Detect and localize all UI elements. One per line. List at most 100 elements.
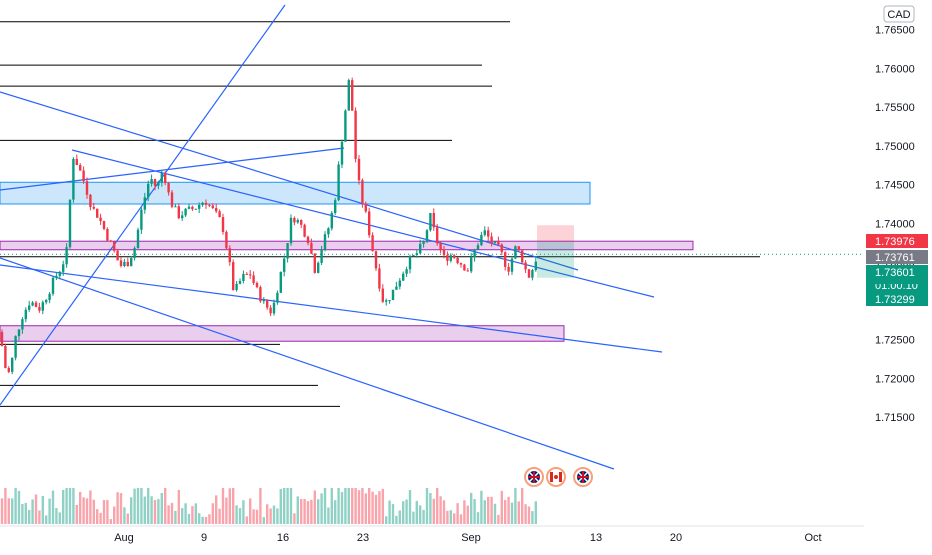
price-tick-label: 1.75500 — [875, 102, 915, 114]
volume-bar — [442, 500, 446, 524]
candle-body — [160, 172, 163, 183]
candle-body — [306, 236, 310, 244]
candle-body — [79, 165, 82, 171]
volume-bar — [31, 499, 34, 524]
volume-bar — [514, 488, 517, 524]
candle-body — [442, 249, 446, 256]
candle-body — [487, 230, 490, 237]
volume-bar — [92, 499, 95, 524]
uk-flag-icon[interactable] — [524, 467, 544, 487]
volume-bar — [473, 499, 476, 524]
candle-body — [317, 262, 320, 273]
candle-body — [259, 287, 262, 302]
candle-body — [133, 248, 136, 258]
candle-body — [136, 229, 140, 249]
volume-bar — [211, 503, 214, 524]
candle-body — [249, 274, 252, 276]
candle-body — [357, 158, 361, 181]
candle-body — [340, 141, 344, 165]
uk-flag-icon[interactable] — [573, 467, 593, 487]
candle-body — [157, 182, 160, 186]
volume-bar — [391, 504, 395, 524]
volume-bar — [170, 502, 174, 524]
volume-bar — [507, 496, 510, 524]
volume-bar — [34, 494, 38, 524]
candle-body — [153, 179, 157, 186]
badge-joiner — [866, 278, 928, 284]
candle-body — [4, 345, 7, 368]
volume-bar — [68, 488, 72, 524]
candle-body — [371, 235, 374, 252]
candle-body — [500, 244, 503, 253]
candle-body — [398, 280, 401, 287]
volume-bar — [408, 490, 412, 524]
candle-body — [75, 158, 78, 166]
canada-flag-icon[interactable] — [546, 467, 566, 487]
event-icons — [524, 467, 593, 487]
candle-body — [191, 206, 194, 210]
volume-bar — [153, 500, 157, 524]
volume-bar — [198, 513, 201, 524]
price-axis[interactable]: 1.76500 1.76000 1.75500 1.75000 1.74500 1.740… — [875, 5, 915, 424]
candle-body — [109, 240, 112, 242]
volume-bar — [317, 499, 320, 524]
candle-body — [439, 243, 442, 250]
time-tick-label: 13 — [590, 532, 602, 544]
currency-box[interactable] — [883, 5, 915, 23]
volume-bar — [385, 516, 388, 524]
candle-body — [466, 270, 469, 272]
candle-body — [408, 256, 412, 270]
candle-body — [289, 217, 293, 244]
volume-bar — [521, 488, 524, 524]
volume-bar — [436, 488, 439, 524]
stop-zone — [537, 241, 574, 278]
volume-bar — [432, 498, 435, 524]
volume-bar — [388, 500, 391, 524]
candle-body — [524, 262, 527, 270]
volume-bar — [126, 513, 129, 524]
time-axis[interactable]: Aug 9 16 23 Sep 13 20 Oct — [0, 525, 864, 544]
candle-body — [7, 367, 10, 372]
candle-body — [296, 220, 299, 223]
volume-bar — [483, 500, 486, 524]
candle-body — [198, 205, 201, 209]
candle-body — [48, 293, 51, 301]
volume-bar — [334, 500, 337, 524]
candle-body — [140, 209, 143, 230]
candle-body — [337, 164, 340, 201]
candle-body — [89, 194, 92, 207]
volume-bar — [466, 505, 469, 524]
candle-body — [170, 192, 174, 207]
candle-body — [313, 253, 316, 273]
candle-body — [106, 228, 109, 241]
time-tick-label: 20 — [670, 532, 682, 544]
candle-body — [181, 215, 184, 219]
volume-bar — [245, 516, 248, 524]
volume-bar — [425, 488, 429, 524]
trend-line — [0, 264, 663, 353]
candle-body — [497, 241, 500, 245]
candle-body — [123, 261, 126, 266]
volume-bar — [286, 488, 289, 524]
volume-bar — [310, 499, 313, 524]
candle-body — [204, 202, 208, 205]
candle-body — [473, 249, 476, 258]
candle-body — [31, 302, 34, 306]
volume-bar — [347, 488, 350, 524]
candle-body — [300, 220, 303, 225]
volume-bar — [177, 489, 180, 524]
candle-body — [164, 172, 167, 184]
time-tick-label: 23 — [357, 532, 369, 544]
candle-body — [334, 200, 337, 213]
volume-bar — [228, 488, 231, 524]
candle-body — [34, 302, 38, 307]
candle-body — [174, 206, 177, 208]
flag-band-left — [550, 472, 553, 482]
volume-bar — [364, 493, 367, 524]
candle-body — [388, 300, 391, 302]
candle-body — [364, 203, 367, 212]
volume-bar — [130, 497, 133, 524]
